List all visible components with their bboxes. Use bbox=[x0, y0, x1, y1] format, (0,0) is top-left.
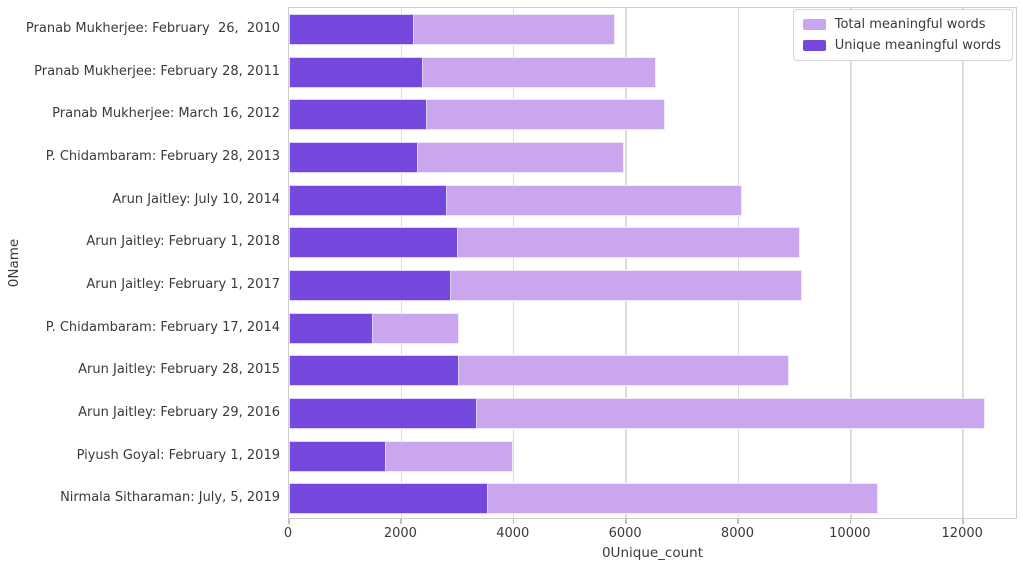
y-tick-label: Pranab Mukherjee: February 28, 2011 bbox=[34, 63, 280, 79]
x-tick-mark bbox=[512, 519, 515, 524]
legend-entry: Unique meaningful words bbox=[802, 38, 1001, 53]
x-tick-label: 2000 bbox=[383, 526, 417, 541]
x-axis-title: 0Unique_count bbox=[601, 545, 704, 561]
x-tick-label: 12000 bbox=[941, 526, 983, 541]
gridline bbox=[400, 8, 403, 518]
y-tick-label: Pranab Mukherjee: March 16, 2012 bbox=[52, 106, 280, 122]
x-tick-label: 8000 bbox=[720, 526, 755, 541]
y-axis-title: 0Name bbox=[6, 238, 22, 288]
x-tick-label: 10000 bbox=[829, 526, 871, 541]
bar-unique-words bbox=[289, 13, 414, 45]
bar-unique-words bbox=[289, 483, 488, 515]
bar-unique-words bbox=[289, 397, 478, 429]
x-tick-label: 6000 bbox=[608, 526, 642, 541]
y-tick-label: Arun Jaitley: February 29, 2016 bbox=[78, 404, 280, 420]
bar-unique-words bbox=[289, 312, 373, 344]
bar-unique-words bbox=[289, 440, 387, 472]
x-tick-mark bbox=[400, 519, 402, 524]
bar-unique-words bbox=[289, 141, 419, 173]
legend-label: Total meaningful words bbox=[834, 17, 986, 32]
x-tick-mark bbox=[625, 519, 627, 524]
gridline bbox=[625, 8, 627, 518]
y-tick-label: Arun Jaitley: February 1, 2018 bbox=[86, 234, 280, 250]
legend-swatch-icon bbox=[802, 19, 826, 30]
y-tick-label: Nirmala Sitharaman: July, 5, 2019 bbox=[60, 490, 280, 506]
bar-unique-words bbox=[289, 227, 459, 259]
y-tick-label: Arun Jaitley: July 10, 2014 bbox=[112, 191, 280, 207]
gridline bbox=[512, 8, 515, 518]
gridline bbox=[850, 8, 852, 518]
legend-swatch-icon bbox=[802, 40, 826, 51]
y-tick-label: Piyush Goyal: February 1, 2019 bbox=[76, 447, 280, 463]
bar-unique-words bbox=[289, 56, 423, 88]
x-tick-label: 0 bbox=[283, 526, 293, 541]
plot-area bbox=[288, 7, 1017, 519]
x-tick-mark bbox=[849, 519, 852, 524]
bar-unique-words bbox=[289, 184, 448, 216]
legend-label: Unique meaningful words bbox=[834, 38, 1001, 53]
y-tick-label: Arun Jaitley: February 1, 2017 bbox=[86, 276, 280, 292]
x-tick-mark bbox=[288, 519, 290, 524]
y-tick-label: P. Chidambaram: February 17, 2014 bbox=[45, 319, 280, 335]
gridline bbox=[962, 8, 964, 518]
gridline bbox=[737, 8, 740, 518]
legend: Total meaningful words Unique meaningful … bbox=[792, 9, 1013, 61]
bar-unique-words bbox=[289, 355, 460, 387]
bar-unique-words bbox=[289, 269, 451, 301]
x-tick-mark bbox=[737, 519, 739, 524]
bar-unique-words bbox=[289, 99, 427, 131]
x-tick-mark bbox=[962, 519, 964, 524]
legend-entry: Total meaningful words bbox=[802, 17, 1001, 32]
x-tick-label: 4000 bbox=[496, 526, 530, 541]
y-tick-label: Pranab Mukherjee: February 26, 2010 bbox=[25, 20, 280, 36]
y-tick-label: Arun Jaitley: February 28, 2015 bbox=[78, 362, 280, 378]
y-tick-label: P. Chidambaram: February 28, 2013 bbox=[45, 148, 280, 164]
